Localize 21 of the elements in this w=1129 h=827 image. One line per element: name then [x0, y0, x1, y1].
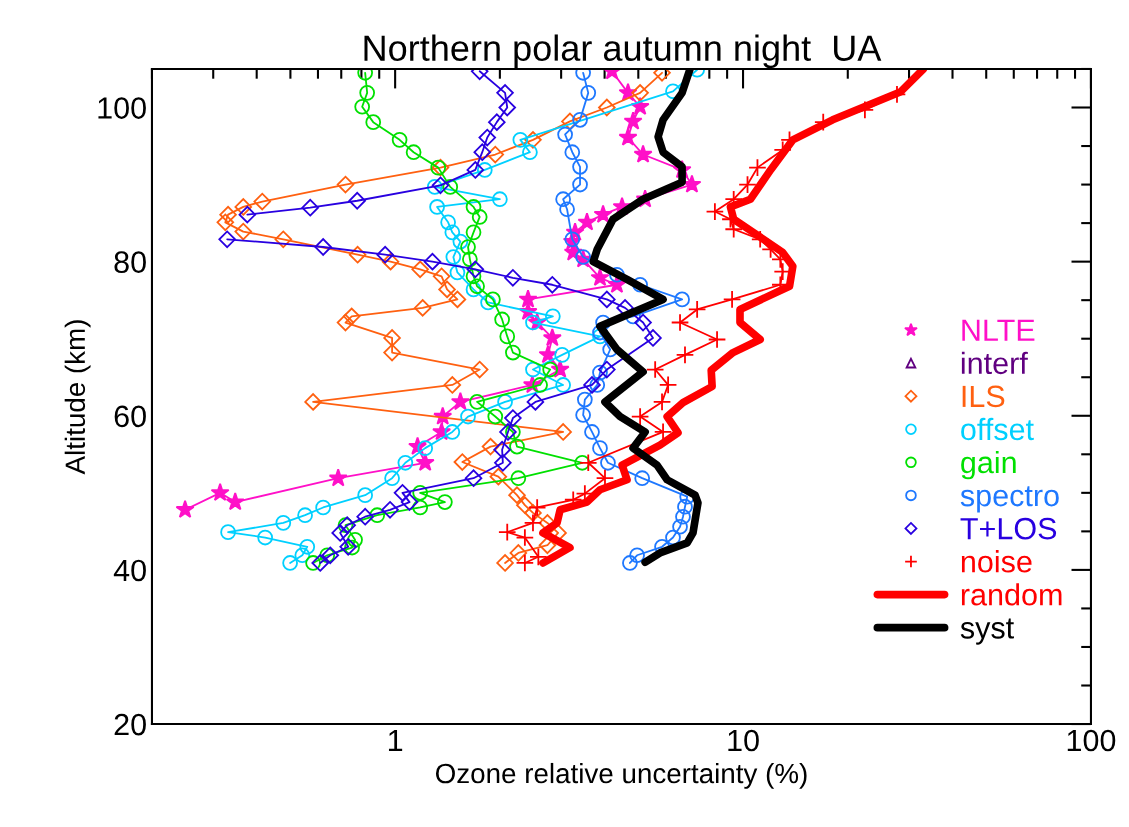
x-tick-label: 10 — [728, 729, 759, 752]
legend-label: offset — [961, 417, 1034, 441]
y-tick-label: 40 — [113, 559, 146, 582]
legend-label: spectro — [960, 486, 1059, 513]
y-tick-label: 80 — [114, 251, 146, 274]
legend-label: NLTE — [962, 319, 1035, 341]
y-tick-label: 20 — [114, 713, 146, 736]
legend-label: ILS — [962, 385, 1005, 408]
legend-label: random — [961, 583, 1062, 606]
x-tick-label: 100 — [1067, 729, 1116, 752]
y-axis-title: Altitude (km) — [64, 320, 91, 475]
y-tick-label: 60 — [114, 405, 146, 428]
legend-label: T+LOS — [960, 517, 1057, 540]
y-tick-label: 100 — [98, 97, 146, 119]
x-axis-title: Ozone relative uncertainty (%) — [435, 762, 807, 789]
legend-label: noise — [961, 550, 1032, 573]
chart-title: Northern polar autumn night UA — [364, 34, 882, 69]
legend-label: gain — [961, 450, 1016, 480]
legend-label: interf — [961, 351, 1028, 375]
legend-label: syst — [960, 618, 1014, 645]
x-tick-label: 1 — [388, 730, 403, 752]
